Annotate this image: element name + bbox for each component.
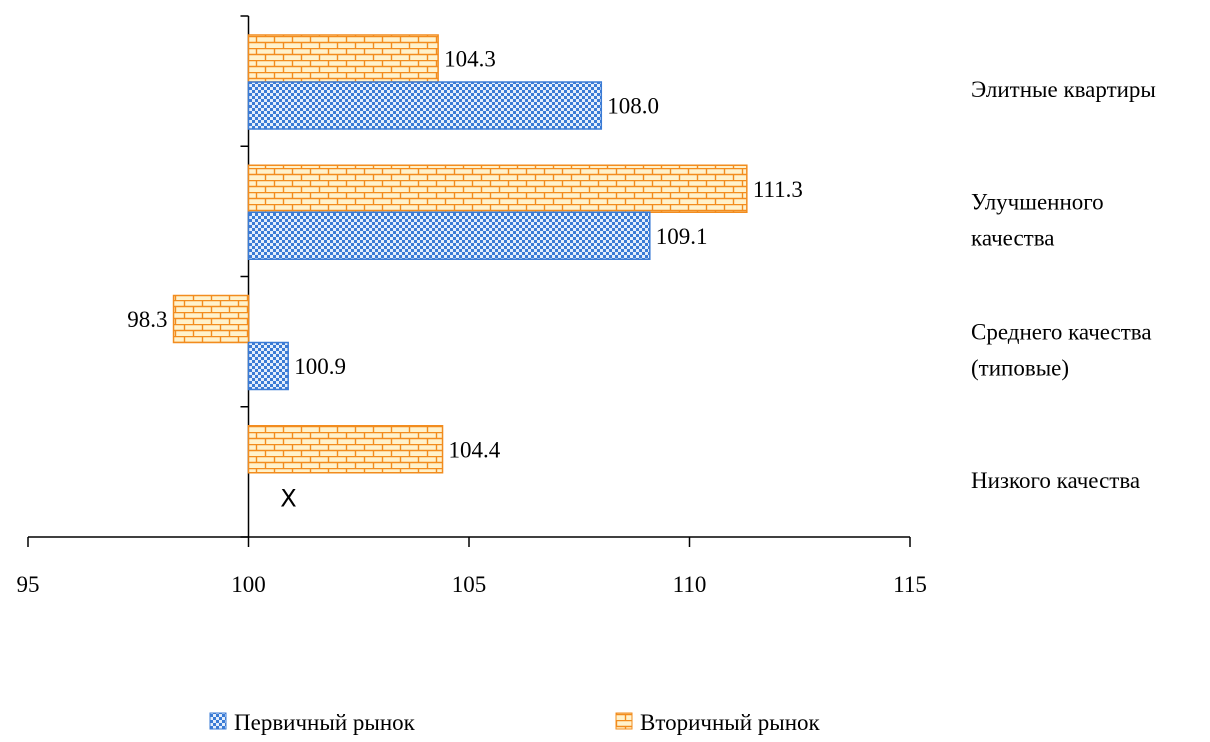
missing-value-marker: X [280, 484, 296, 512]
category-label: Среднего качества (типовые) [971, 320, 1152, 381]
data-label: 98.3 [127, 307, 167, 332]
bar-primary-market [247, 341, 289, 391]
value-ticks: 95 100 105 110 115 [17, 537, 927, 597]
data-label: 100.9 [294, 354, 346, 379]
category-label: Элитные квартиры [971, 77, 1156, 102]
x-tick-label: 95 [17, 572, 40, 597]
bar-secondary-market [172, 294, 250, 344]
legend-swatch-primary [209, 712, 227, 730]
legend-swatch-secondary [615, 712, 633, 730]
x-tick-label: 105 [452, 572, 487, 597]
bar-primary-market [247, 211, 651, 260]
category-label: Низкого качества [971, 468, 1140, 493]
x-tick-label: 115 [893, 572, 927, 597]
data-label: 104.3 [444, 47, 496, 72]
data-label: 104.4 [449, 437, 501, 462]
bar-secondary-market [247, 34, 439, 83]
bar-primary-market [247, 81, 603, 130]
x-tick-label: 100 [231, 572, 266, 597]
category-labels: Элитные квартиры Улучшенного качества Средн… [971, 77, 1156, 493]
bar-secondary-market [247, 425, 444, 474]
legend-label-primary: Первичный рынок [234, 710, 416, 735]
legend-label-secondary: Вторичный рынок [640, 710, 821, 735]
x-tick-label: 110 [673, 572, 707, 597]
data-label: 111.3 [753, 177, 803, 202]
category-label: Улучшенного качества [971, 189, 1104, 250]
data-label: 108.0 [607, 94, 659, 119]
bars [172, 34, 748, 474]
data-label: 109.1 [656, 224, 708, 249]
legend: Первичный рынок Вторичный рынок [209, 710, 821, 735]
category-ticks [240, 15, 249, 538]
data-labels: 104.3 108.0 111.3 109.1 98.3 100.9 104.4 X [127, 47, 803, 513]
bar-secondary-market [247, 164, 748, 213]
